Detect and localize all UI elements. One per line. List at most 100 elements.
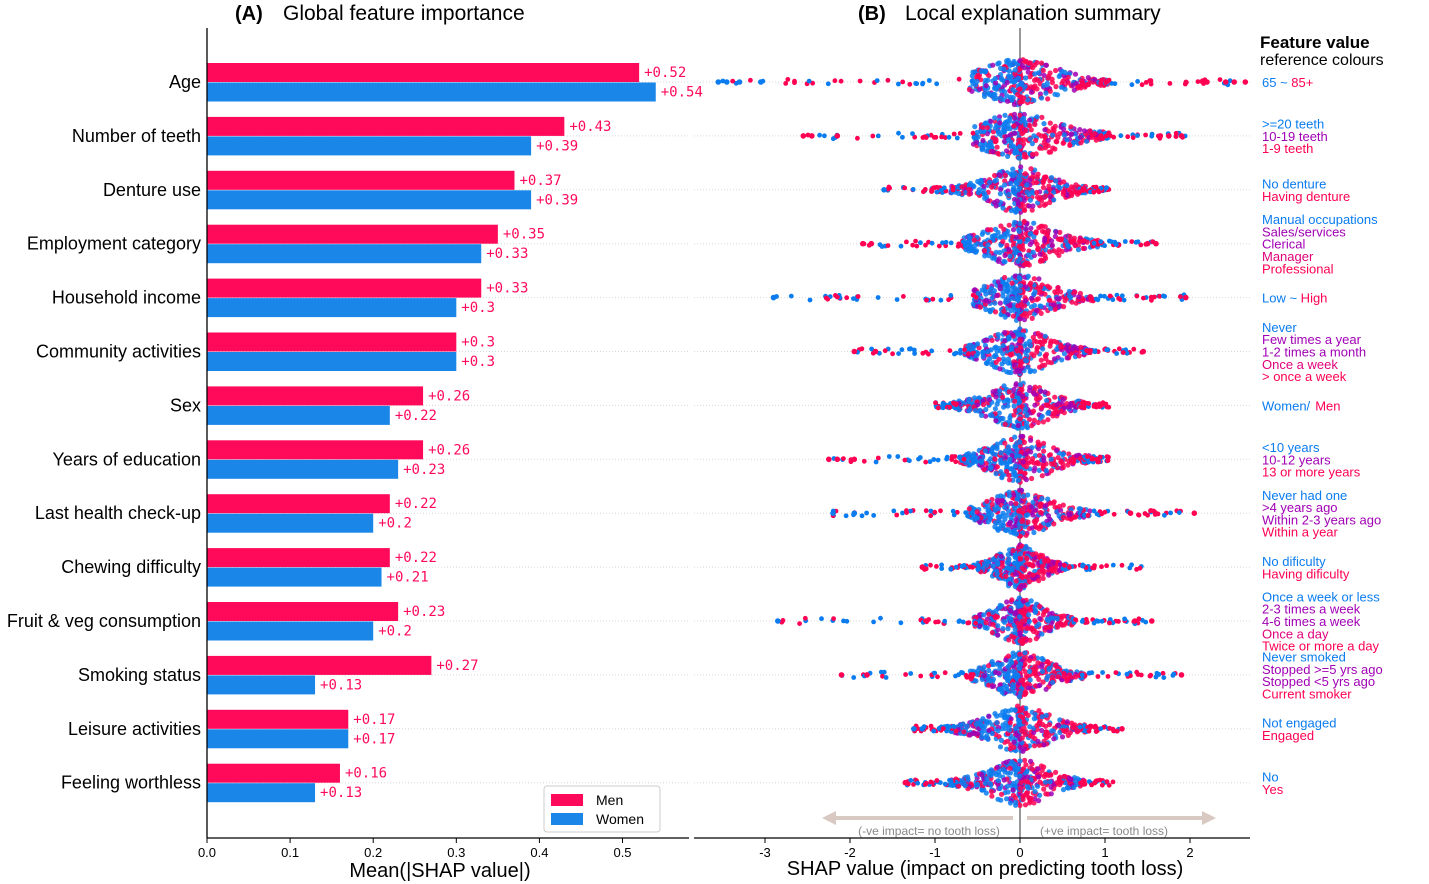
tail-point bbox=[1125, 134, 1131, 140]
swarm-point bbox=[1048, 149, 1054, 155]
tail-point bbox=[953, 564, 959, 570]
swarm-point bbox=[1002, 527, 1008, 533]
swarm-point bbox=[1025, 492, 1031, 498]
swarm-point bbox=[966, 234, 972, 240]
bar-women bbox=[207, 352, 457, 371]
ref-label: Never bbox=[1262, 320, 1297, 335]
tail-point bbox=[1085, 513, 1091, 518]
tail-point bbox=[933, 134, 939, 140]
tail-point bbox=[934, 189, 940, 195]
swarm-point bbox=[1034, 517, 1040, 523]
swarm-point bbox=[995, 499, 1001, 505]
tail-point bbox=[962, 347, 967, 352]
tail-point bbox=[1090, 456, 1096, 462]
tail-point bbox=[948, 566, 954, 572]
tail-point bbox=[941, 185, 947, 191]
swarm-point bbox=[1031, 276, 1037, 282]
tail-point bbox=[886, 454, 892, 459]
swarm-point bbox=[1048, 305, 1054, 312]
swarm-point bbox=[1017, 416, 1023, 422]
tail-point bbox=[832, 78, 838, 84]
swarm-point bbox=[966, 342, 972, 349]
swarm-point bbox=[1024, 189, 1030, 195]
tail-point bbox=[947, 404, 953, 410]
outlier-point bbox=[1140, 348, 1147, 355]
swarm-point bbox=[1004, 686, 1010, 692]
swarm-point bbox=[993, 177, 999, 183]
swarm-sex bbox=[933, 380, 1112, 431]
swarm-point bbox=[1084, 138, 1090, 144]
swarm-point bbox=[1012, 207, 1018, 213]
swarm-point bbox=[982, 625, 988, 631]
tail-point bbox=[885, 77, 891, 83]
swarm-point bbox=[1010, 393, 1016, 399]
tail-point bbox=[859, 346, 865, 352]
tail-point bbox=[900, 79, 906, 85]
bar-women bbox=[207, 405, 390, 425]
swarm-point bbox=[1014, 496, 1020, 502]
swarm-age bbox=[715, 57, 1249, 108]
tail-point bbox=[966, 351, 971, 356]
tail-point bbox=[1135, 239, 1141, 245]
category-label: Leisure activities bbox=[68, 719, 201, 739]
swarm-point bbox=[990, 557, 996, 563]
swarm-point bbox=[1005, 403, 1011, 409]
outlier-point bbox=[715, 79, 722, 85]
tail-point bbox=[1080, 563, 1085, 569]
swarm-point bbox=[1004, 98, 1011, 104]
swarm-point bbox=[985, 348, 991, 355]
tail-point bbox=[1147, 673, 1153, 679]
swarm-point bbox=[973, 408, 979, 414]
swarm-point bbox=[1067, 293, 1073, 299]
tail-point bbox=[1135, 133, 1140, 139]
swarm-point bbox=[1051, 356, 1058, 362]
swarm-point bbox=[1008, 515, 1014, 521]
swarm-point bbox=[1055, 455, 1061, 461]
bar-men bbox=[207, 602, 399, 621]
swarm-point bbox=[1023, 423, 1029, 429]
swarm-point bbox=[996, 172, 1002, 178]
ref-label: No dificulty bbox=[1262, 554, 1326, 569]
swarm-point bbox=[1010, 332, 1016, 338]
swarm-point bbox=[989, 683, 995, 690]
category-label: Household income bbox=[52, 288, 201, 308]
tail-point bbox=[935, 619, 941, 625]
swarm-point bbox=[1023, 451, 1029, 457]
tail-point bbox=[887, 185, 892, 191]
swarm-point bbox=[1028, 295, 1035, 301]
swarm-point bbox=[1027, 387, 1033, 394]
outlier-point bbox=[830, 510, 836, 516]
swarm-point bbox=[1032, 71, 1038, 77]
ref-label: Twice or more a day bbox=[1262, 639, 1380, 654]
panel-a-tick-label: 0.2 bbox=[364, 845, 382, 860]
swarm-point bbox=[1085, 75, 1091, 81]
tail-point bbox=[932, 670, 938, 676]
category-label: Number of teeth bbox=[72, 126, 201, 146]
swarm-point bbox=[1022, 546, 1028, 552]
swarm-point bbox=[1076, 294, 1082, 300]
bar-women bbox=[207, 298, 457, 318]
tail-point bbox=[956, 241, 962, 247]
swarm-point bbox=[1016, 407, 1022, 413]
swarm-point bbox=[1015, 303, 1021, 309]
ref-label: Low ~ High bbox=[1262, 291, 1327, 306]
swarm-point bbox=[1040, 679, 1046, 685]
swarm-point bbox=[986, 253, 992, 259]
swarm-point bbox=[1041, 72, 1047, 78]
swarm-point bbox=[993, 203, 999, 209]
swarm-point bbox=[1039, 496, 1045, 502]
swarm-point bbox=[1016, 508, 1022, 514]
swarm-point bbox=[1035, 77, 1041, 83]
category-label: Employment category bbox=[27, 234, 201, 254]
tail-point bbox=[918, 240, 923, 246]
swarm-point bbox=[1005, 298, 1011, 304]
swarm-point bbox=[1054, 615, 1060, 621]
swarm-point bbox=[1040, 570, 1046, 577]
ref-label: Once a week or less bbox=[1262, 589, 1380, 604]
outlier-point bbox=[826, 456, 832, 463]
swarm-point bbox=[1017, 137, 1023, 143]
swarm-point bbox=[1029, 688, 1035, 694]
swarm-point bbox=[995, 128, 1002, 135]
swarm-point bbox=[1055, 674, 1061, 680]
tail-point bbox=[1116, 346, 1122, 352]
